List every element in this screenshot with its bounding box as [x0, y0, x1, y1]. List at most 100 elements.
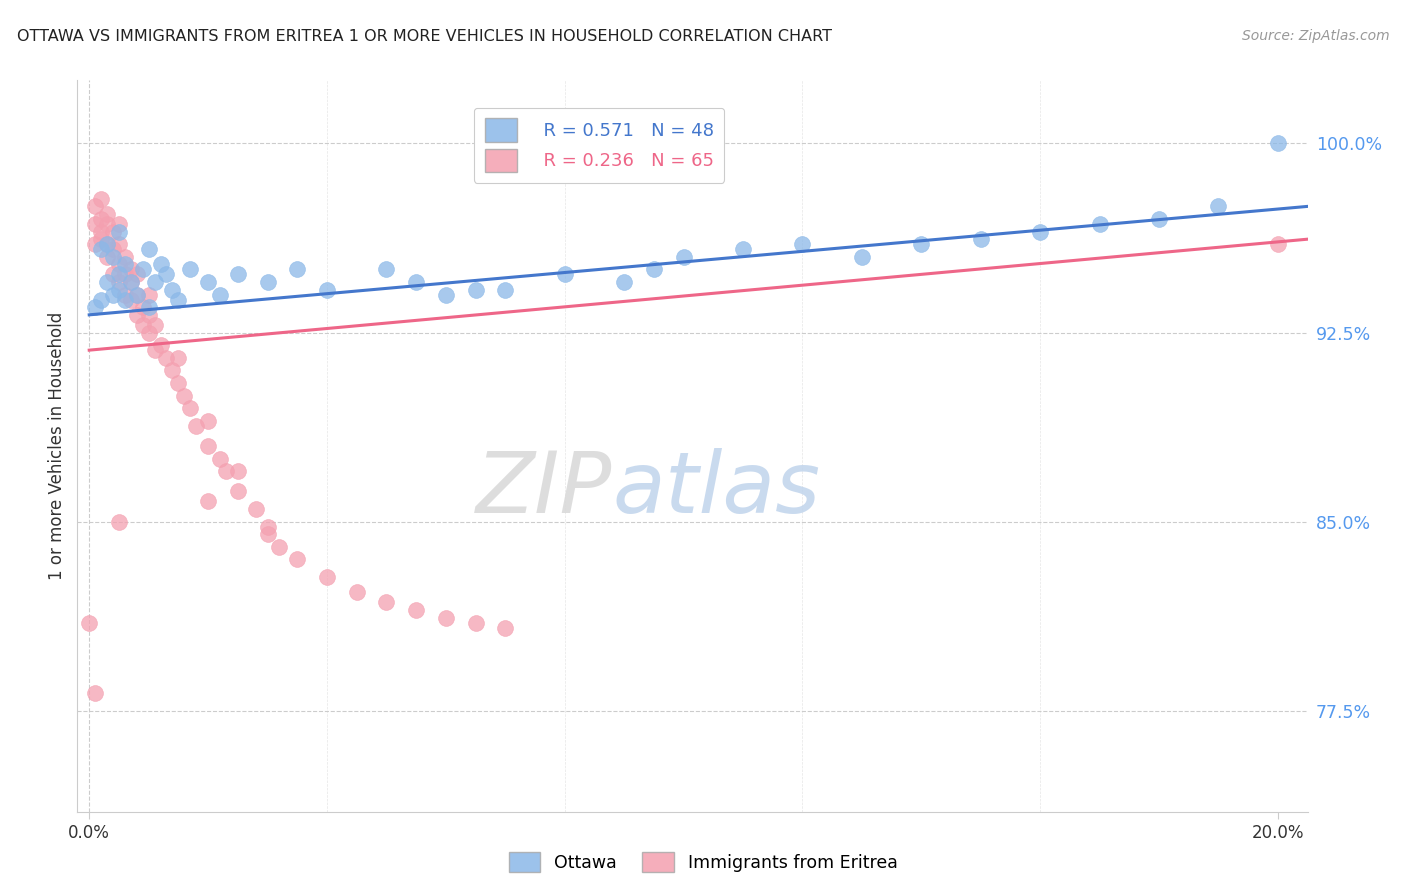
Point: [114, 287, 136, 301]
Point: [162, 363, 184, 377]
Point: [285, 262, 308, 277]
Y-axis label: 1 or more Vehicles in Household: 1 or more Vehicles in Household: [48, 312, 66, 580]
Point: [96, 237, 118, 252]
Point: [731, 242, 754, 256]
Point: [101, 268, 124, 282]
Point: [269, 540, 291, 554]
Point: [138, 300, 160, 314]
Point: [405, 275, 427, 289]
Point: [1147, 212, 1170, 227]
Point: [215, 464, 238, 478]
Point: [346, 585, 368, 599]
Point: [167, 293, 190, 307]
Point: [120, 275, 142, 289]
Point: [90, 232, 112, 246]
Point: [114, 250, 136, 264]
Point: [1267, 136, 1289, 151]
Point: [1029, 225, 1052, 239]
Point: [84, 217, 107, 231]
Point: [138, 308, 160, 322]
Point: [149, 257, 172, 271]
Point: [434, 287, 457, 301]
Point: [90, 225, 112, 239]
Point: [125, 268, 148, 282]
Point: [101, 287, 124, 301]
Point: [125, 308, 148, 322]
Point: [155, 268, 177, 282]
Point: [970, 232, 993, 246]
Point: [101, 225, 124, 239]
Point: [316, 283, 339, 297]
Point: [494, 621, 516, 635]
Legend: Ottawa, Immigrants from Eritrea: Ottawa, Immigrants from Eritrea: [502, 845, 904, 879]
Point: [1088, 217, 1111, 231]
Point: [197, 494, 219, 508]
Point: [226, 484, 249, 499]
Point: [910, 237, 932, 252]
Point: [90, 293, 112, 307]
Point: [120, 293, 142, 307]
Point: [131, 318, 153, 332]
Point: [131, 262, 153, 277]
Point: [101, 242, 124, 256]
Point: [256, 519, 278, 533]
Point: [125, 287, 148, 301]
Point: [208, 287, 231, 301]
Text: OTTAWA VS IMMIGRANTS FROM ERITREA 1 OR MORE VEHICLES IN HOUSEHOLD CORRELATION CH: OTTAWA VS IMMIGRANTS FROM ERITREA 1 OR M…: [17, 29, 832, 44]
Point: [108, 257, 131, 271]
Legend:   R = 0.571   N = 48,   R = 0.236   N = 65: R = 0.571 N = 48, R = 0.236 N = 65: [474, 108, 724, 183]
Point: [554, 268, 576, 282]
Text: atlas: atlas: [613, 449, 821, 532]
Point: [245, 502, 267, 516]
Point: [143, 343, 166, 358]
Point: [494, 283, 516, 297]
Point: [197, 414, 219, 428]
Point: [672, 250, 695, 264]
Point: [96, 250, 118, 264]
Point: [375, 595, 398, 609]
Point: [84, 686, 107, 700]
Point: [186, 418, 208, 433]
Point: [84, 300, 107, 314]
Point: [208, 451, 231, 466]
Point: [226, 464, 249, 478]
Point: [84, 237, 107, 252]
Point: [613, 275, 636, 289]
Point: [108, 275, 131, 289]
Point: [90, 212, 112, 227]
Point: [643, 262, 665, 277]
Point: [114, 257, 136, 271]
Point: [256, 275, 278, 289]
Point: [101, 250, 124, 264]
Point: [108, 225, 131, 239]
Point: [167, 351, 190, 365]
Point: [96, 217, 118, 231]
Point: [108, 268, 131, 282]
Point: [120, 262, 142, 277]
Point: [316, 570, 339, 584]
Point: [179, 401, 201, 416]
Point: [1267, 237, 1289, 252]
Point: [155, 351, 177, 365]
Point: [114, 268, 136, 282]
Point: [90, 192, 112, 206]
Point: [108, 283, 131, 297]
Point: [77, 615, 100, 630]
Point: [464, 283, 486, 297]
Point: [108, 237, 131, 252]
Point: [131, 300, 153, 314]
Point: [96, 275, 118, 289]
Point: [792, 237, 814, 252]
Point: [108, 515, 131, 529]
Point: [138, 287, 160, 301]
Point: [851, 250, 873, 264]
Point: [149, 338, 172, 352]
Point: [179, 262, 201, 277]
Point: [285, 552, 308, 566]
Point: [138, 326, 160, 340]
Point: [96, 237, 118, 252]
Point: [90, 242, 112, 256]
Point: [405, 603, 427, 617]
Text: Source: ZipAtlas.com: Source: ZipAtlas.com: [1241, 29, 1389, 43]
Point: [143, 318, 166, 332]
